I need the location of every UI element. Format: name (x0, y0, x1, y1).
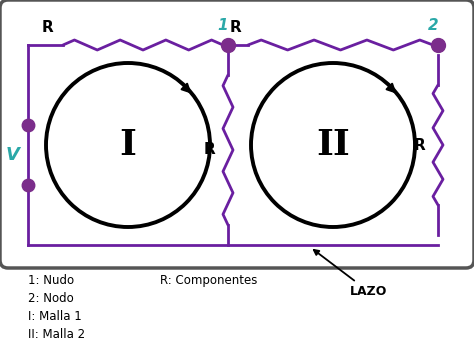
Text: V: V (6, 146, 20, 164)
Text: II: Malla 2: II: Malla 2 (28, 328, 85, 341)
Text: I: Malla 1: I: Malla 1 (28, 310, 82, 323)
Text: 1: Nudo: 1: Nudo (28, 274, 74, 287)
FancyBboxPatch shape (0, 0, 474, 268)
Text: I: I (119, 128, 137, 162)
Text: R: Componentes: R: Componentes (160, 274, 257, 287)
Text: R: R (42, 20, 54, 35)
Text: 2: Nodo: 2: Nodo (28, 292, 74, 305)
Text: LAZO: LAZO (314, 250, 387, 298)
Text: R: R (230, 20, 242, 35)
Text: 2: 2 (428, 18, 438, 33)
Text: R: R (204, 142, 216, 158)
Text: R: R (414, 138, 426, 153)
Text: 1: 1 (218, 18, 228, 33)
Text: II: II (316, 128, 350, 162)
